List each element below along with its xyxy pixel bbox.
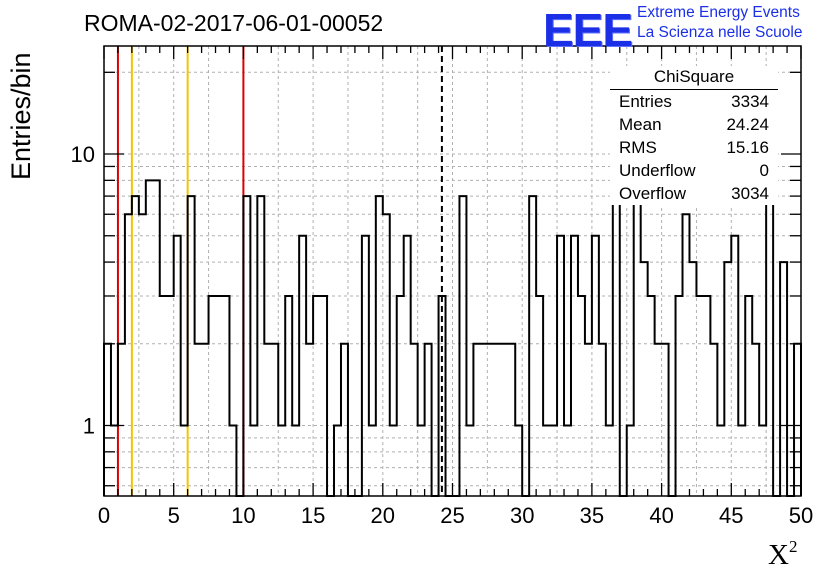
x-tick-label: 40 [649, 503, 673, 528]
stats-value: 15.16 [726, 138, 769, 157]
stats-row-entries: Entries 3334 [610, 90, 778, 113]
stats-row-overflow: Overflow 3034 [610, 182, 778, 205]
x-tick-label: 20 [371, 503, 395, 528]
stats-label: Overflow [619, 184, 687, 203]
stats-label: Mean [619, 115, 662, 134]
stats-value: 3034 [731, 184, 769, 203]
x-tick-label: 15 [301, 503, 325, 528]
x-tick-label: 45 [719, 503, 743, 528]
x-tick-label: 10 [231, 503, 255, 528]
logo-tagline-2: La Scienza nelle Scuole [637, 24, 803, 41]
x-tick-label: 25 [440, 503, 464, 528]
x-axis-label-symbol: X [768, 539, 789, 571]
stats-value: 0 [759, 161, 769, 180]
x-tick-label: 30 [510, 503, 534, 528]
x-tick-label: 35 [580, 503, 604, 528]
stats-label: Entries [619, 92, 672, 111]
stats-box: ChiSquare Entries 3334 Mean 24.24 RMS 15.16… [610, 66, 778, 205]
axis-tick-labels: 0 5 10 15 20 25 30 35 40 45 50 1 10 [71, 142, 814, 528]
stats-box-title: ChiSquare [610, 66, 778, 90]
stats-label: Underflow [619, 161, 696, 180]
stats-row-rms: RMS 15.16 [610, 136, 778, 159]
y-tick-label: 1 [83, 414, 95, 439]
stats-row-underflow: Underflow 0 [610, 159, 778, 182]
eee-logo: EEE [543, 4, 633, 56]
stats-label: RMS [619, 138, 657, 157]
x-axis-label: X2 [768, 537, 797, 572]
chart-title: ROMA-02-2017-06-01-00052 [84, 10, 384, 36]
stats-value: 24.24 [726, 115, 769, 134]
x-axis-label-exponent: 2 [788, 537, 798, 556]
y-axis-label: Entries/bin [6, 52, 36, 180]
stats-row-mean: Mean 24.24 [610, 113, 778, 136]
marker-lines [116, 46, 443, 496]
logo-tagline-1: Extreme Energy Events [637, 4, 800, 21]
x-tick-label: 5 [168, 503, 180, 528]
axis-ticks [103, 46, 802, 496]
x-tick-label: 50 [789, 503, 813, 528]
stats-value: 3334 [731, 92, 769, 111]
x-tick-label: 0 [98, 503, 110, 528]
y-tick-label: 10 [71, 142, 95, 167]
